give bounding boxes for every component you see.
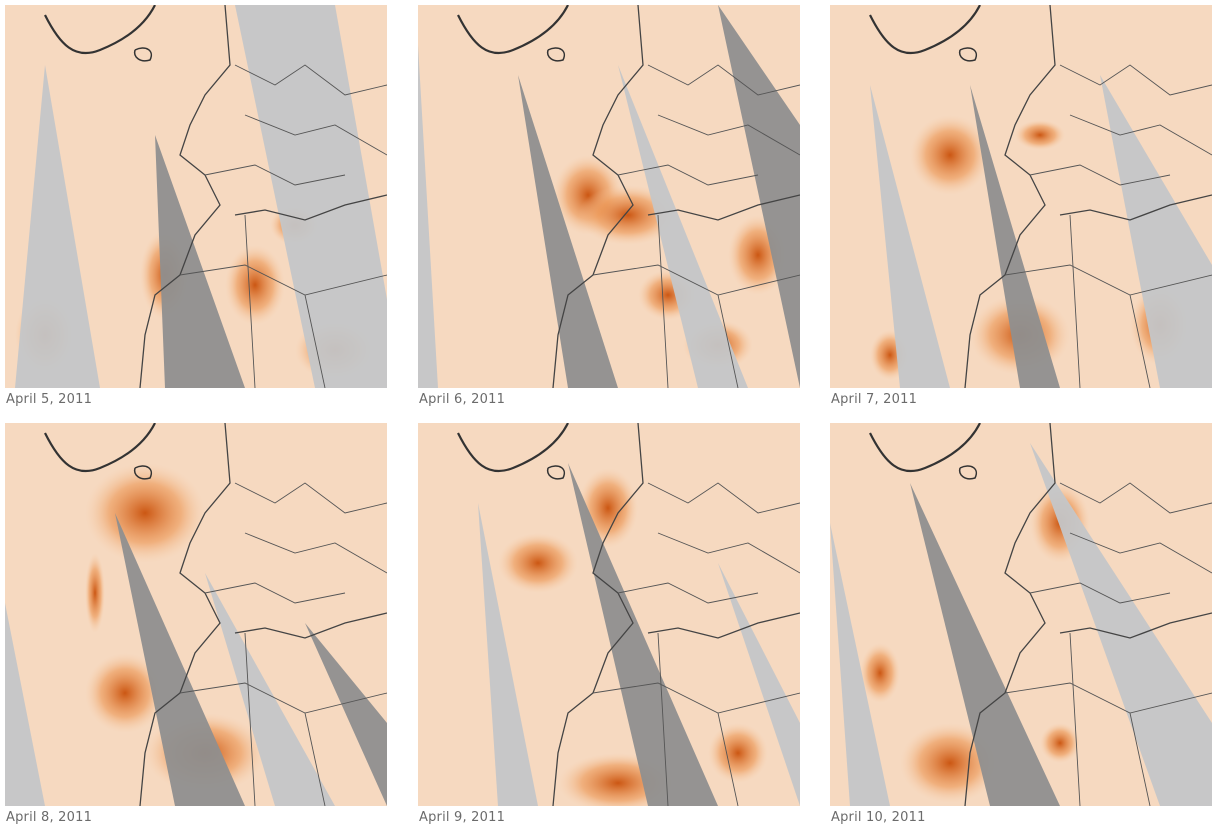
caption: April 8, 2011 [6, 810, 92, 825]
plume [85, 463, 205, 563]
map-image [5, 5, 387, 388]
caption: April 5, 2011 [6, 392, 92, 407]
plume [85, 553, 105, 633]
plume [1040, 723, 1080, 763]
caption: April 7, 2011 [831, 392, 917, 407]
plume [1015, 120, 1065, 150]
map-image [5, 423, 387, 806]
map-image [830, 5, 1212, 388]
plume [225, 245, 285, 325]
map-image [418, 423, 800, 806]
map-image [830, 423, 1212, 806]
map-image [418, 5, 800, 388]
plume [708, 723, 768, 783]
caption: April 6, 2011 [419, 392, 505, 407]
plume [498, 533, 578, 593]
caption: April 9, 2011 [419, 810, 505, 825]
page: April 5, 2011 April 6, 2011 April 7, 2011 A… [0, 0, 1215, 832]
caption: April 10, 2011 [831, 810, 926, 825]
